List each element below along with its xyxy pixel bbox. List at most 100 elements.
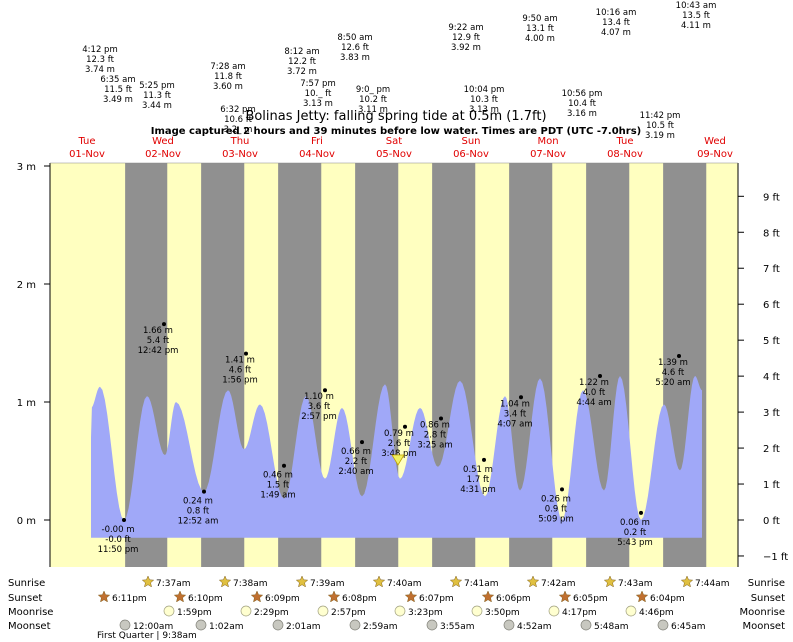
low-tide-time: 2:40 am — [338, 467, 373, 477]
current-level-marker — [391, 454, 405, 466]
high-tide-feet: 10.2 ft — [359, 95, 387, 105]
day-of-week-label: Tue — [615, 136, 633, 147]
water-level-area — [91, 376, 702, 538]
high-tide-time: 9:0_ pm — [356, 85, 390, 95]
low-tide-time: 4:44 am — [576, 398, 611, 408]
sunrise-row-label-right: Sunrise — [748, 578, 785, 589]
high-tide-time: 6:32 pm — [220, 105, 255, 115]
moonset-time: 2:01am — [286, 622, 321, 632]
low-tide-time: 3:48 pm — [381, 449, 416, 459]
sunset-row-label-left: Sunset — [8, 593, 42, 604]
sunrise-time: 7:42am — [541, 579, 576, 589]
high-tide-feet: 12.9 ft — [452, 33, 480, 43]
high-tide-time: 10:04 pm — [464, 85, 505, 95]
chart-frame — [49, 162, 739, 567]
high-tide-meters: 3.60 m — [213, 82, 243, 92]
moonset-icon — [657, 619, 669, 631]
high-tide-time: 7:28 am — [210, 62, 245, 72]
high-tide-time: 8:12 am — [284, 47, 319, 57]
low-tide-meters: 0.51 m — [463, 465, 493, 475]
low-tide-point — [598, 374, 602, 379]
day-of-week-label: Sat — [386, 136, 402, 147]
low-tide-point — [122, 518, 126, 522]
low-tide-meters: 1.39 m — [658, 358, 688, 368]
sunset-icon — [97, 590, 111, 603]
sunrise-icon — [449, 575, 463, 588]
moonrise-time: 3:50pm — [485, 608, 520, 618]
right-tick-label: 7 ft — [763, 264, 780, 275]
low-tide-point — [202, 489, 206, 494]
high-tide-feet: 10.3 ft — [470, 95, 498, 105]
moonrise-time: 4:17pm — [562, 608, 597, 618]
low-tide-point — [677, 353, 681, 358]
sunrise-time: 7:37am — [156, 579, 191, 589]
sunset-icon — [173, 590, 187, 603]
left-tick-label: 3 m — [17, 162, 36, 173]
high-tide-feet: 10.5 ft — [646, 121, 674, 131]
right-tick-label: 6 ft — [763, 300, 780, 311]
day-of-week-label: Wed — [152, 136, 174, 147]
axes: 0 m 1 m 2 m 3 m −1 ft 0 ft 1 ft 2 ft 3 ft 4 ft 5 f… — [17, 136, 789, 563]
moonset-time: 3:55am — [440, 622, 475, 632]
moonset-icon — [503, 619, 515, 631]
low-tide-meters: -0.00 m — [102, 525, 135, 535]
low-tide-meters: 1.66 m — [143, 326, 173, 336]
moonrise-row-label-left: Moonrise — [8, 607, 53, 618]
moonset-time: 12:00am — [133, 622, 173, 632]
low-tide-meters: 0.46 m — [263, 471, 293, 481]
high-tide-meters: 3.16 m — [567, 109, 597, 119]
low-tide-time: 4:31 pm — [460, 485, 495, 495]
sunset-icon — [404, 590, 418, 603]
moonrise-time: 3:23pm — [408, 608, 443, 618]
low-tide-feet: 0.9 ft — [545, 504, 568, 514]
sunset-icon — [327, 590, 341, 603]
sunrise-time: 7:41am — [464, 579, 499, 589]
high-tide-time: 11:42 pm — [640, 111, 681, 121]
chart-subtitle: Image captured 2 hours and 39 minutes be… — [151, 126, 642, 137]
low-tide-time: 2:57 pm — [301, 412, 336, 422]
low-tide-feet: 3.4 ft — [504, 409, 527, 419]
sunset-icon — [250, 590, 264, 603]
moonset-row-label-left: Moonset — [8, 621, 51, 632]
moonrise-time: 1:59pm — [177, 608, 212, 618]
sunset-time: 6:07pm — [419, 594, 454, 604]
right-tick-label: 0 ft — [763, 516, 780, 527]
low-tide-meters: 0.79 m — [384, 429, 414, 439]
low-tide-meters: 0.66 m — [341, 447, 371, 457]
right-tick-label: 1 ft — [763, 480, 780, 491]
moonset-icon — [272, 619, 284, 631]
moonset-time: 4:52am — [517, 622, 552, 632]
low-tide-point — [639, 510, 643, 515]
sunset-icon — [635, 590, 649, 603]
sunrise-row-label-left: Sunrise — [8, 578, 45, 589]
moonset-time: 1:02am — [209, 622, 244, 632]
high-tide-feet: 12.3 ft — [86, 55, 114, 65]
high-tide-meters: 3.49 m — [103, 95, 133, 105]
sunrise-icon — [526, 575, 540, 588]
left-tick-label: 0 m — [17, 516, 36, 527]
high-tide-meters: 3.11 m — [358, 105, 388, 115]
right-tick-label: 5 ft — [763, 336, 780, 347]
moonset-icon — [580, 619, 592, 631]
moonrise-row-label-right: Moonrise — [740, 607, 785, 618]
low-tide-time: 11:50 pm — [98, 545, 139, 555]
low-tide-meters: 0.06 m — [620, 518, 650, 528]
right-tick-label: 8 ft — [763, 228, 780, 239]
chart-title: Bolinas Jetty: falling spring tide at 0.… — [245, 109, 546, 124]
sunrise-icon — [680, 575, 694, 588]
low-tide-point — [244, 351, 248, 356]
moon-phase-label: First Quarter | 9:38am — [97, 631, 197, 641]
left-tick-label: 2 m — [17, 280, 36, 291]
low-tide-time: 1:56 pm — [222, 376, 257, 386]
high-tide-feet: 10._ ft — [305, 89, 332, 99]
low-tide-time: 5:09 pm — [538, 514, 573, 524]
sunrise-icon — [372, 575, 386, 588]
astronomy-rows: Sunrise Sunrise Sunset Sunset Moonrise Moonri… — [8, 575, 785, 641]
sunrise-icon — [603, 575, 617, 588]
high-tide-feet: 13.4 ft — [602, 18, 630, 28]
moonset-icon — [119, 619, 131, 631]
right-tick-label: 9 ft — [763, 192, 780, 203]
moonrise-icon — [317, 605, 329, 617]
right-tick-label: 4 ft — [763, 372, 780, 383]
moonrise-icon — [240, 605, 252, 617]
